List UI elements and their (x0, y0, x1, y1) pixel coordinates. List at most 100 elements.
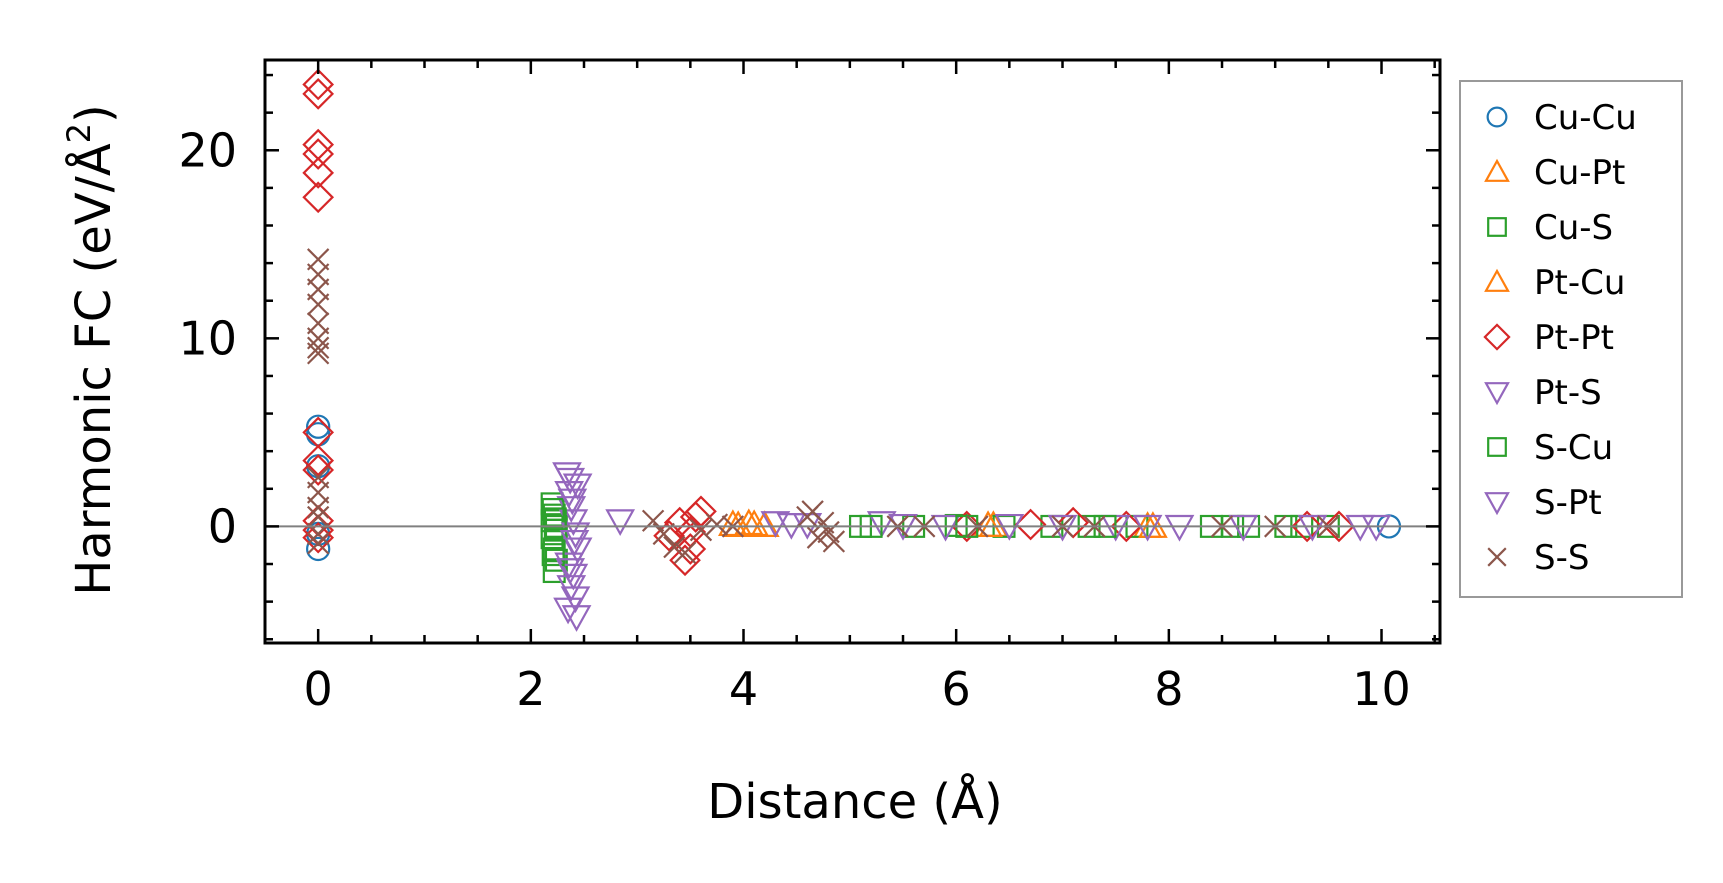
data-point (541, 543, 565, 567)
data-point (302, 128, 335, 161)
x-tick-label: 4 (729, 662, 758, 716)
y-tick-label: 0 (208, 499, 237, 553)
legend-marker (1487, 547, 1507, 567)
data-point (306, 505, 330, 529)
legend-entry-pt-s: Pt-S (1484, 373, 1602, 413)
data-point (560, 522, 591, 550)
series-pt-pt (302, 68, 1355, 577)
legend-marker (1484, 158, 1510, 182)
legend: Cu-Cu Cu-Pt Cu-S Pt-Cu Pt-Pt Pt-S S-Cu S-Pt S-S (1459, 80, 1683, 598)
data-point (306, 532, 330, 555)
y-axis-label-superscript: 2 (60, 123, 98, 143)
legend-marker (1486, 106, 1508, 128)
legend-entry-cu-s: Cu-S (1487, 208, 1613, 248)
data-point (306, 414, 331, 439)
legend-label: Pt-Pt (1534, 318, 1614, 358)
legend-label: S-Pt (1534, 483, 1602, 523)
legend-entry-s-pt: S-Pt (1484, 483, 1602, 523)
data-point (555, 558, 586, 585)
legend-label: Pt-Cu (1534, 263, 1625, 303)
data-point (306, 336, 330, 359)
data-point (1361, 514, 1392, 542)
data-point (1132, 514, 1163, 542)
x-tick-label: 10 (1352, 662, 1411, 716)
data-point (302, 444, 335, 477)
x-tick-label: 0 (304, 662, 333, 716)
data-point (796, 505, 819, 529)
series-s-pt (555, 467, 1163, 632)
data-point (1014, 508, 1047, 541)
data-point (822, 530, 846, 553)
legend-marker (1483, 323, 1511, 351)
legend-label: Cu-Pt (1534, 153, 1625, 193)
data-point (302, 77, 335, 110)
legend-label: Pt-S (1534, 373, 1602, 413)
legend-entry-s-cu: S-Cu (1487, 428, 1613, 468)
legend-marker (1484, 492, 1510, 516)
legend-marker (1484, 382, 1510, 406)
data-point (1164, 514, 1195, 542)
legend-entry-cu-cu: Cu-Cu (1486, 98, 1637, 138)
y-tick-label: 20 (178, 123, 237, 177)
legend-label: Cu-S (1534, 208, 1613, 248)
data-point (306, 342, 330, 365)
y-axis-label-end: ) (66, 104, 122, 123)
x-axis-label: Distance (Å) (707, 773, 1002, 830)
data-point (605, 509, 636, 537)
data-point (306, 496, 330, 519)
data-point (306, 536, 331, 562)
data-point (1291, 510, 1323, 543)
data-point (674, 533, 707, 565)
legend-marker (1484, 268, 1510, 292)
legend-marker (1487, 437, 1507, 457)
data-point (306, 293, 330, 316)
legend-entry-pt-pt: Pt-Pt (1483, 318, 1614, 358)
plot-frame (263, 58, 1442, 645)
legend-entry-pt-cu: Pt-Cu (1484, 263, 1625, 303)
data-point (689, 518, 713, 542)
data-point (739, 509, 770, 537)
data-point (543, 507, 567, 531)
data-point (1138, 511, 1168, 538)
data-point (673, 541, 697, 564)
y-axis-label: Harmonic FC (eV/Å2) (60, 104, 122, 596)
x-tick-label: 8 (1154, 662, 1183, 716)
y-tick-label: 10 (178, 311, 237, 365)
data-point (1228, 514, 1259, 542)
data-point (641, 509, 665, 532)
data-point (930, 514, 961, 542)
data-point (1345, 514, 1376, 542)
data-point (302, 138, 335, 170)
y-axis-label-main: Harmonic FC (eV/Å (65, 143, 122, 596)
data-point (760, 511, 791, 538)
data-point (1323, 510, 1355, 543)
data-point (1110, 510, 1143, 543)
legend-marker (1487, 217, 1507, 237)
data-point (806, 526, 830, 549)
data-point (669, 544, 701, 577)
data-point (302, 181, 335, 214)
data-marks (302, 68, 1402, 632)
series-cu-cu (306, 414, 1402, 562)
x-tick-label: 2 (516, 662, 545, 716)
data-point (302, 68, 335, 101)
legend-entry-s-s: S-S (1487, 538, 1589, 578)
series-s-s (306, 248, 1340, 564)
data-point (663, 535, 686, 559)
data-point (553, 597, 583, 625)
legend-label: Cu-Cu (1534, 98, 1637, 138)
data-point (562, 473, 593, 501)
x-tick-label: 6 (942, 662, 971, 716)
data-point (1047, 514, 1078, 542)
legend-entry-cu-pt: Cu-Pt (1484, 153, 1625, 193)
legend-label: S-S (1534, 538, 1589, 578)
data-point (557, 488, 588, 516)
data-point (302, 454, 335, 486)
legend-label: S-Cu (1534, 428, 1613, 468)
data-point (1057, 506, 1090, 539)
data-point (866, 511, 897, 538)
axis-ticks: 0 2 4 6 8 10 0 10 20 (178, 60, 1440, 716)
data-point (561, 605, 592, 632)
data-point (559, 529, 590, 557)
data-point (555, 467, 586, 495)
